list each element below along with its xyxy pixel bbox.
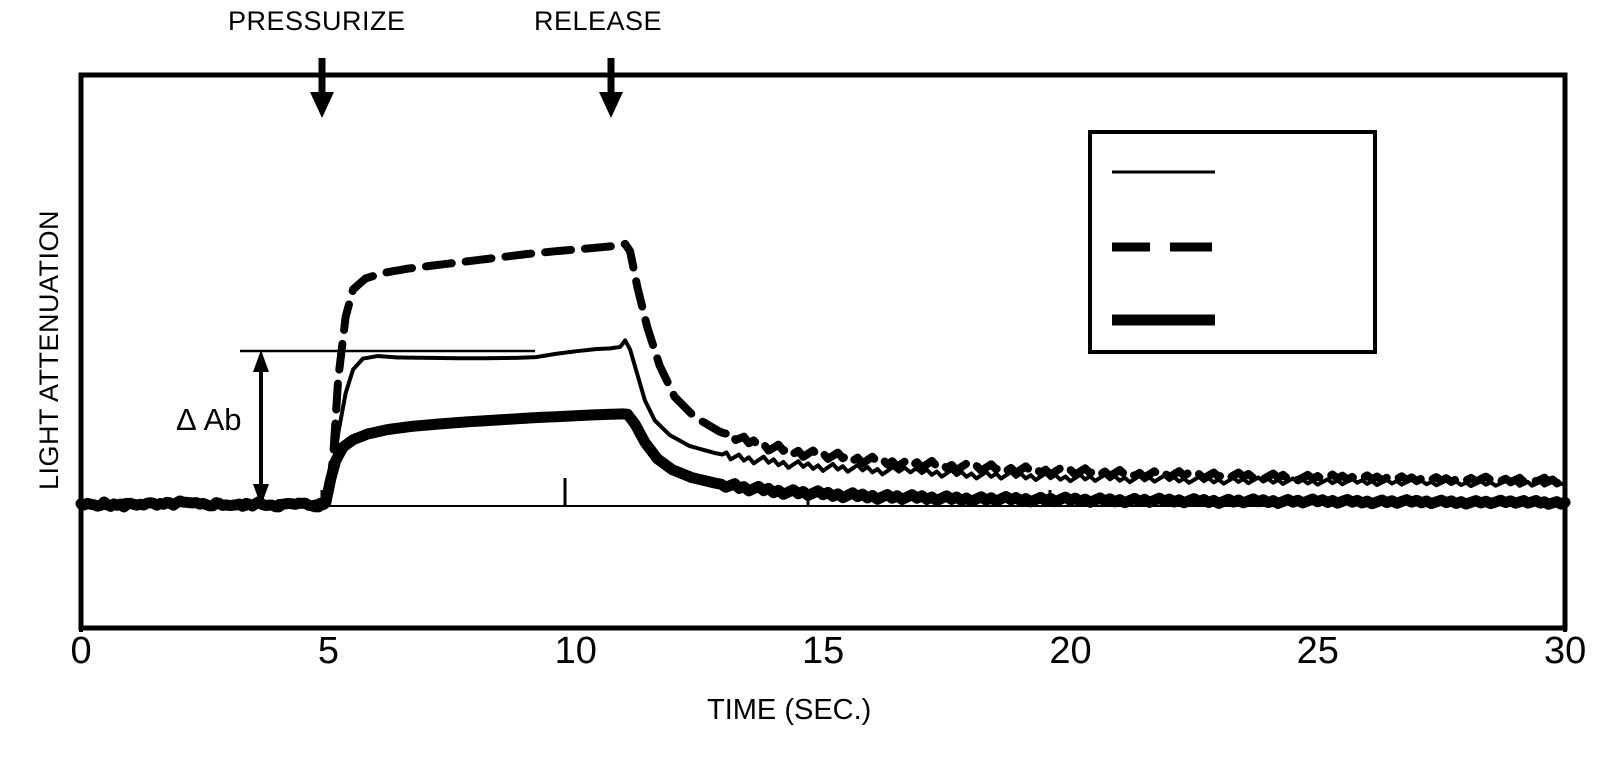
chart-figure: PRESSURIZE RELEASE LIGHT ATTENUATION Δ A… [0,0,1610,772]
series-a1 [81,340,1565,507]
release-arrow-icon [599,58,623,118]
series-a2-a1 [81,414,1565,507]
plot-area [0,0,1610,772]
pressurize-arrow-icon [310,58,334,118]
delta-ab-arrow [253,350,269,506]
